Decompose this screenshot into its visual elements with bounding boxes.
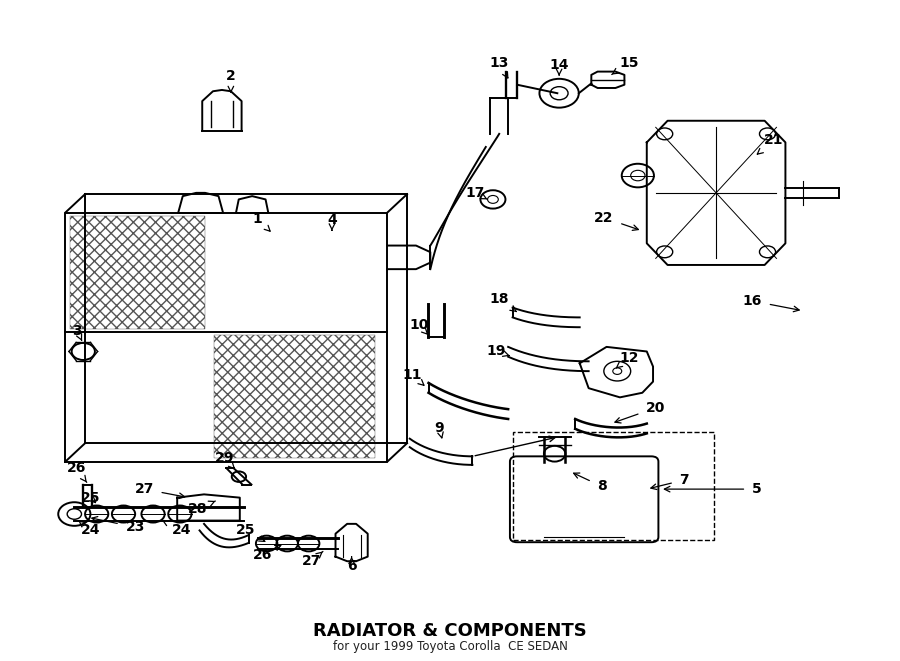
- Text: 20: 20: [615, 401, 665, 423]
- Text: 25: 25: [81, 490, 100, 504]
- Text: 8: 8: [573, 473, 607, 494]
- Text: 4: 4: [327, 214, 337, 230]
- Text: 9: 9: [435, 420, 444, 438]
- Text: 29: 29: [215, 451, 234, 469]
- Text: for your 1999 Toyota Corolla  CE SEDAN: for your 1999 Toyota Corolla CE SEDAN: [333, 640, 567, 653]
- Text: 25: 25: [237, 524, 265, 541]
- Bar: [513, 432, 714, 540]
- Bar: [213, 335, 374, 458]
- Text: 7: 7: [651, 473, 689, 490]
- Text: 27: 27: [134, 482, 184, 498]
- Text: RADIATOR & COMPONENTS: RADIATOR & COMPONENTS: [313, 622, 587, 640]
- Text: 22: 22: [594, 211, 638, 231]
- Text: 24: 24: [78, 521, 100, 537]
- Text: 14: 14: [549, 58, 569, 75]
- Text: 2: 2: [226, 69, 236, 92]
- Text: 24: 24: [163, 521, 192, 537]
- Text: 6: 6: [346, 557, 356, 574]
- Text: 15: 15: [612, 56, 639, 75]
- Text: 23: 23: [92, 516, 145, 534]
- Text: 13: 13: [490, 56, 508, 78]
- Text: 16: 16: [742, 294, 799, 312]
- Text: 28: 28: [188, 501, 215, 516]
- Text: 10: 10: [409, 318, 428, 335]
- Text: 12: 12: [616, 351, 639, 368]
- Text: 18: 18: [490, 292, 517, 311]
- Text: 17: 17: [465, 186, 488, 200]
- Text: 27: 27: [302, 551, 323, 568]
- Text: 11: 11: [402, 368, 424, 385]
- Text: 19: 19: [487, 344, 509, 358]
- Text: 21: 21: [757, 134, 784, 154]
- Text: 3: 3: [72, 323, 82, 340]
- Text: 5: 5: [664, 482, 761, 496]
- Text: 26: 26: [253, 545, 281, 562]
- Text: 1: 1: [253, 212, 270, 231]
- Text: 26: 26: [67, 461, 86, 483]
- Bar: [70, 215, 205, 329]
